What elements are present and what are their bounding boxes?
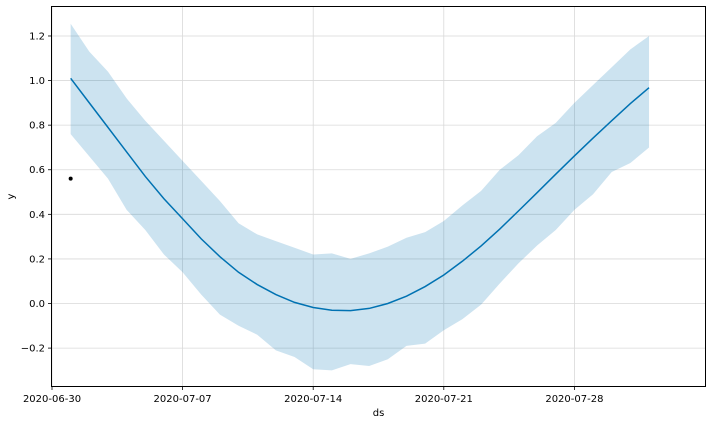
plot-clip-group <box>68 23 650 371</box>
axes: −0.2 0.0 0.2 0.4 0.6 0.8 1.0 1.2 2020-06-30 2020-… <box>21 31 604 405</box>
uncertainty-interval-band <box>70 23 650 371</box>
x-tick-label: 2020-07-21 <box>415 394 473 405</box>
x-tick-label: 2020-07-07 <box>154 394 212 405</box>
y-tick-label: 1.2 <box>29 31 45 42</box>
y-axis-label: y <box>6 193 17 199</box>
forecast-line <box>70 77 650 312</box>
y-tick-label: 0.2 <box>29 254 45 265</box>
x-tick-label: 2020-07-28 <box>545 394 603 405</box>
y-tick-label: 0.6 <box>29 165 45 176</box>
y-tick-label: 0.4 <box>29 210 45 221</box>
x-axis-label: ds <box>373 408 385 419</box>
observed-point <box>68 176 73 181</box>
x-tick-label: 2020-06-30 <box>23 394 81 405</box>
y-tick-label: 0.0 <box>29 299 45 310</box>
y-tick-label: −0.2 <box>21 344 45 355</box>
plot-frame <box>51 6 706 387</box>
plot-area <box>68 23 650 371</box>
y-tick-label: 0.8 <box>29 121 45 132</box>
x-tick-label: 2020-07-14 <box>284 394 342 405</box>
y-tick-label: 1.0 <box>29 76 45 87</box>
